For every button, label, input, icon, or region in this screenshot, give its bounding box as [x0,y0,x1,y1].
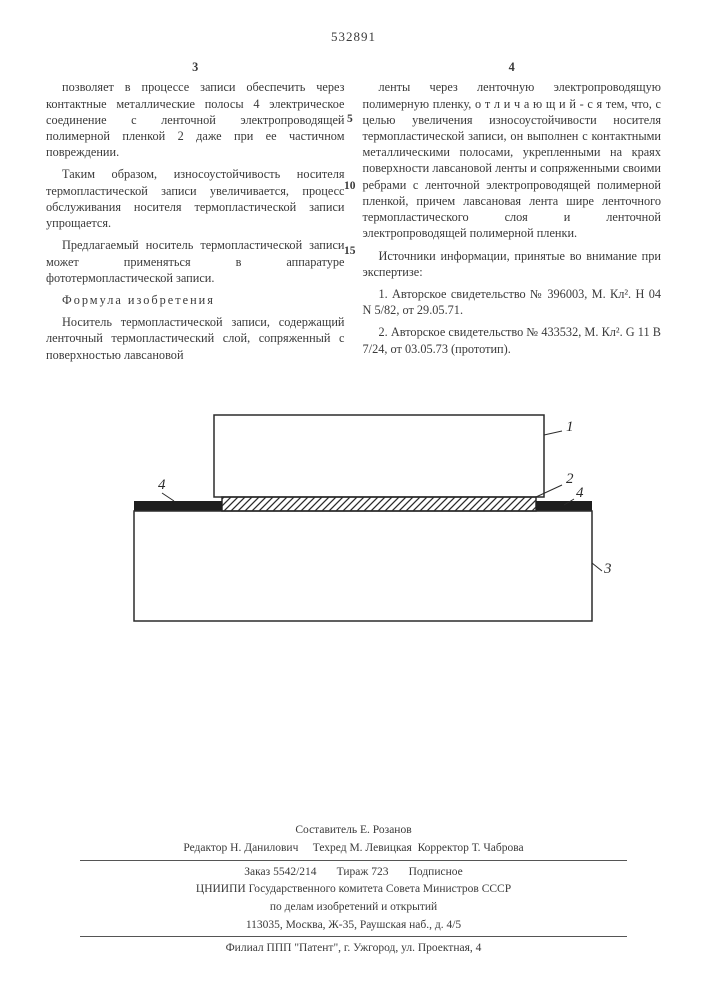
footer-rule-1 [80,860,627,861]
col-num-left: 3 [46,59,345,75]
line-marker-10: 10 [344,179,356,194]
footer-address: 113035, Москва, Ж-35, Раушская наб., д. … [0,917,707,934]
svg-text:4: 4 [576,485,584,501]
svg-text:3: 3 [603,561,612,577]
source-2: 2. Авторское свидетельство № 433532, М. … [363,324,662,356]
footer-org-1: ЦНИИПИ Государственного комитета Совета … [0,881,707,898]
source-1: 1. Авторское свидетельство № 396003, М. … [363,286,662,318]
line-marker-15: 15 [344,244,356,259]
footer-tirazh: Тираж 723 [337,866,389,878]
column-left: 3 позволяет в процессе записи обеспечить… [46,59,345,369]
col-num-right: 4 [363,59,662,75]
svg-text:1: 1 [566,419,574,435]
footer-podpis: Подписное [409,866,463,878]
footer-order: Заказ 5542/214 [244,866,316,878]
patent-figure: 1 2 3 4 4 [94,403,614,637]
footer-corrector: Корректор Т. Чаброва [418,842,524,854]
document-number: 532891 [46,28,661,45]
column-right: 4 ленты через ленточную электропроводящу… [363,59,662,369]
formula-title: Формула изобретения [46,292,345,308]
left-para-3: Предлагаемый носитель термопластической … [46,237,345,286]
left-para-4: Носитель термопластической записи, содер… [46,314,345,363]
footer-order-line: Заказ 5542/214 Тираж 723 Подписное [0,864,707,881]
footer-rule-2 [80,936,627,937]
imprint-footer: Составитель Е. Розанов Редактор Н. Данил… [0,821,707,958]
footer-org-2: по делам изобретений и открытий [0,899,707,916]
sources-title: Источники информации, принятые во вниман… [363,248,662,280]
footer-compiler: Составитель Е. Розанов [0,822,707,839]
footer-filial: Филиал ППП "Патент", г. Ужгород, ул. Про… [0,940,707,957]
footer-editor: Редактор Н. Данилович [183,842,298,854]
right-para-1: ленты через ленточную электропроводящую … [363,79,662,241]
left-para-2: Таким образом, износоустойчивость носите… [46,166,345,231]
svg-text:2: 2 [566,471,574,487]
left-para-1: позволяет в процессе записи обеспечить ч… [46,79,345,160]
footer-techred: Техред М. Левицкая [313,842,412,854]
text-columns: 3 позволяет в процессе записи обеспечить… [46,59,661,369]
svg-text:4: 4 [158,477,166,493]
footer-staff: Редактор Н. Данилович Техред М. Левицкая… [0,840,707,857]
line-marker-5: 5 [347,112,353,127]
cross-section-diagram: 1 2 3 4 4 [94,403,614,633]
